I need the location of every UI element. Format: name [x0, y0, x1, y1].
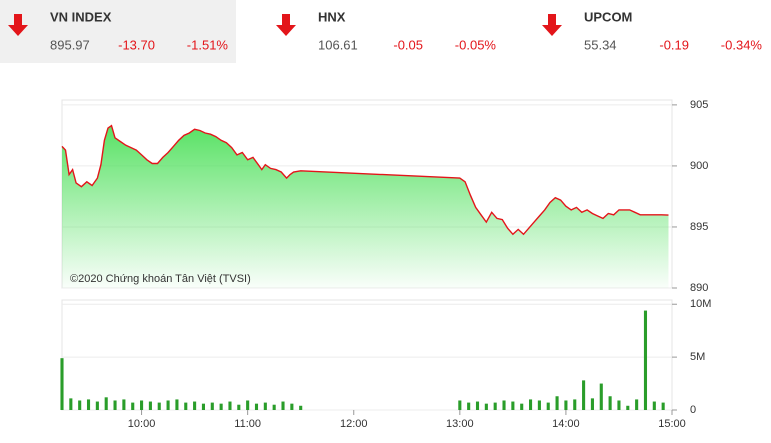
index-change: -13.70: [118, 37, 155, 52]
index-name: HNX: [318, 9, 346, 24]
volume-bar: [175, 399, 179, 410]
volume-bar: [166, 400, 170, 410]
volume-bar: [617, 400, 621, 410]
volume-bar: [546, 402, 550, 410]
volume-bar: [122, 399, 126, 410]
index-percent: -0.05%: [455, 37, 497, 52]
volume-bar: [201, 403, 205, 410]
x-tick-label: 14:00: [552, 418, 580, 430]
volume-bar: [246, 400, 250, 410]
volume-bar: [608, 396, 612, 410]
volume-bar: [69, 398, 73, 410]
volume-bar: [263, 402, 267, 410]
volume-bar: [193, 401, 197, 410]
volume-bar: [493, 402, 497, 410]
volume-panel: [61, 299, 673, 411]
volume-bar: [78, 400, 82, 410]
volume-bar: [537, 400, 541, 410]
volume-bar: [299, 405, 303, 410]
volume-bar: [458, 400, 462, 410]
volume-bar: [237, 404, 241, 410]
volume-bar: [484, 403, 488, 410]
index-value: 895.97: [50, 37, 90, 52]
volume-bar: [140, 400, 144, 410]
index-percent: -1.51%: [187, 37, 229, 52]
x-tick-label: 10:00: [128, 418, 156, 430]
y-tick-label: 890: [690, 282, 708, 294]
y-tick-label: 0: [690, 404, 696, 416]
y-tick-label: 895: [690, 221, 708, 233]
volume-bar: [184, 402, 188, 410]
volume-bar: [635, 399, 639, 410]
volume-bar: [219, 403, 223, 410]
area-fill: [62, 125, 669, 288]
volume-bar: [157, 402, 161, 410]
volume-bar: [573, 399, 577, 410]
copyright: ©2020 Chứng khoán Tân Việt (TVSI): [70, 273, 251, 285]
index-value: 55.34: [584, 37, 617, 52]
volume-bar: [86, 399, 91, 410]
volume-bar: [281, 401, 285, 410]
volume-bar: [661, 402, 665, 410]
down-arrow: [276, 14, 296, 36]
index-name: VN INDEX: [50, 9, 112, 24]
x-tick-label: 13:00: [446, 418, 474, 430]
active-tile-bg: [0, 0, 236, 63]
x-tick-label: 11:00: [234, 418, 261, 430]
down-arrow: [8, 14, 28, 36]
volume-bar: [131, 402, 135, 410]
volume-bar: [113, 400, 117, 410]
index-percent: -0.34%: [721, 37, 763, 52]
x-tick-label: 15:00: [658, 418, 686, 430]
volume-bar: [475, 401, 480, 410]
index-change: -0.05: [393, 37, 423, 52]
volume-bar: [467, 402, 471, 410]
down-arrow: [542, 14, 562, 36]
y-tick-label: 905: [690, 99, 708, 111]
x-tick-label: 12:00: [340, 418, 368, 430]
index-change: -0.19: [659, 37, 689, 52]
volume-bar: [148, 401, 152, 410]
volume-bar: [95, 401, 99, 410]
volume-bar: [555, 396, 559, 410]
volume-bar: [210, 402, 214, 410]
volume-bar: [272, 404, 276, 410]
volume-bar: [652, 401, 656, 410]
index-value: 106.61: [318, 37, 358, 52]
y-tick-label: 10M: [690, 298, 711, 310]
volume-bar: [511, 401, 515, 410]
volume-bar: [582, 380, 586, 410]
volume-bar: [104, 397, 108, 410]
volume-bar: [228, 401, 232, 410]
index-name: UPCOM: [584, 9, 632, 24]
volume-bar: [60, 358, 64, 410]
volume-bar: [626, 405, 630, 410]
volume-bar: [502, 400, 506, 410]
volume-bar: [529, 399, 533, 410]
price-line: [61, 124, 669, 236]
volume-bar: [564, 400, 568, 410]
volume-bar: [254, 403, 259, 410]
volume-bar: [643, 310, 648, 410]
volume-bar: [290, 403, 294, 410]
y-tick-label: 5M: [690, 351, 705, 363]
volume-bar: [590, 398, 594, 410]
volume-bar: [520, 403, 524, 410]
y-tick-label: 900: [690, 160, 708, 172]
volume-bar: [599, 383, 603, 410]
